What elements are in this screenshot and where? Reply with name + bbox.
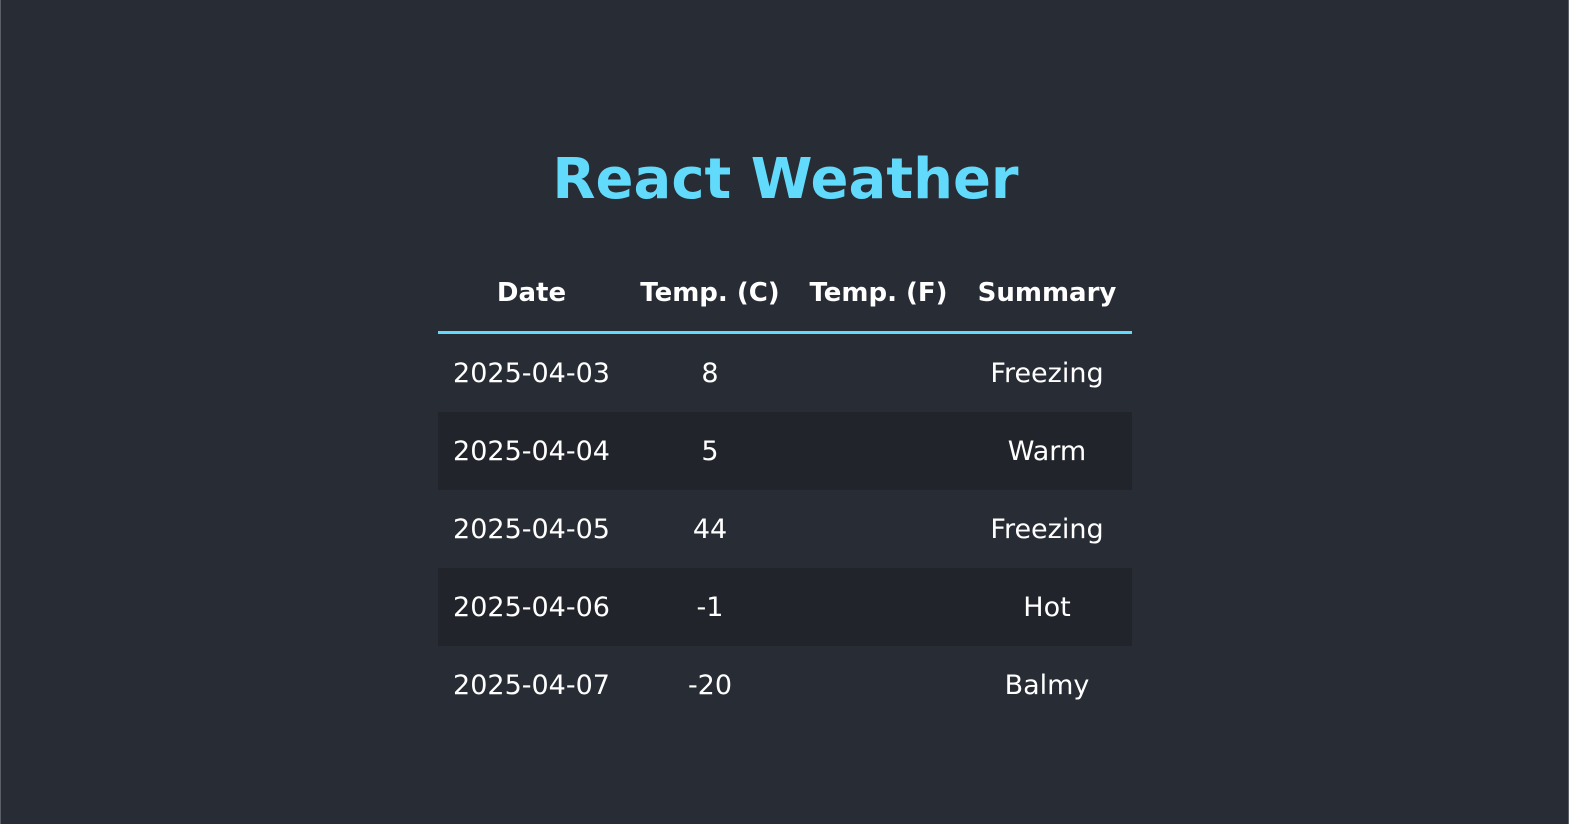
- weather-table: Date Temp. (C) Temp. (F) Summary 2025-04…: [438, 255, 1132, 724]
- cell-temp-c: -1: [696, 591, 724, 623]
- table-row: 2025-04-07 -20 Balmy: [438, 646, 1132, 724]
- cell-temp-c: 44: [692, 513, 728, 545]
- page-title: React Weather: [552, 147, 1019, 212]
- cell-date: 2025-04-06: [453, 591, 610, 623]
- header-summary: Summary: [962, 255, 1132, 334]
- cell-temp-c: 8: [701, 357, 719, 389]
- cell-date: 2025-04-05: [453, 513, 610, 545]
- header-temp-c: Temp. (C): [625, 255, 795, 334]
- cell-summary: Balmy: [1004, 669, 1090, 701]
- cell-summary: Warm: [1007, 435, 1087, 467]
- cell-temp-f: [795, 333, 962, 413]
- header-temp-f: Temp. (F): [795, 255, 962, 334]
- cell-temp-f: [795, 568, 962, 646]
- table-header: Date Temp. (C) Temp. (F) Summary: [438, 255, 1132, 334]
- cell-date: 2025-04-03: [453, 357, 610, 389]
- header-row: Date Temp. (C) Temp. (F) Summary: [438, 255, 1132, 334]
- table-body: 2025-04-03 8 Freezing 2025-04-04 5 Warm …: [438, 333, 1132, 725]
- table-row: 2025-04-04 5 Warm: [438, 412, 1132, 490]
- cell-temp-f: [795, 490, 962, 568]
- header-date: Date: [438, 255, 625, 334]
- table-row: 2025-04-03 8 Freezing: [438, 333, 1132, 413]
- cell-temp-c: -20: [687, 669, 733, 701]
- cell-date: 2025-04-04: [453, 435, 610, 467]
- cell-temp-f: [795, 412, 962, 490]
- cell-temp-f: [795, 646, 962, 724]
- table-row: 2025-04-06 -1 Hot: [438, 568, 1132, 646]
- cell-temp-c: 5: [701, 435, 719, 467]
- cell-summary: Freezing: [990, 513, 1104, 545]
- cell-summary: Hot: [1023, 591, 1071, 623]
- table-row: 2025-04-05 44 Freezing: [438, 490, 1132, 568]
- cell-date: 2025-04-07: [453, 669, 610, 701]
- cell-summary: Freezing: [990, 357, 1104, 389]
